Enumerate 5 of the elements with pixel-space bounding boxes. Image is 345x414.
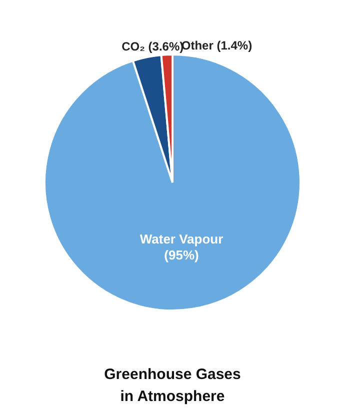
text: Greenhouse Gases in Atmosphere — [104, 366, 241, 405]
slice-label: Water Vapour — [140, 231, 224, 246]
pie-slice — [44, 54, 302, 312]
data-label: (95%) — [164, 247, 199, 262]
slice-label: CO₂ (3.6%) — [122, 39, 184, 54]
